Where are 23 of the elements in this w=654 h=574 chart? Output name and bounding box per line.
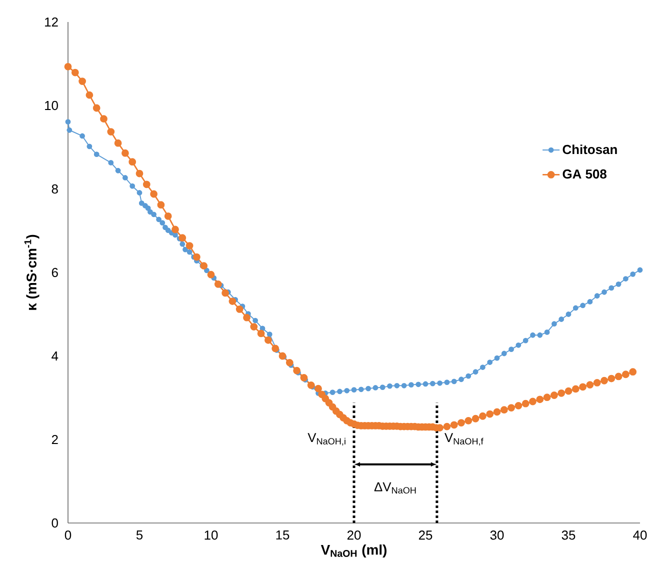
y-tick-label: 2 [52,434,58,444]
legend-label: GA 508 [562,169,606,179]
x-tick-label: 30 [490,530,504,540]
legend-label: Chitosan [562,144,617,154]
y-tick-label: 4 [52,352,58,360]
y-tick-label: 6 [52,268,58,278]
x-tick-label: 5 [136,530,143,540]
x-tick-label: 0 [64,530,72,540]
x-tick-label: 40 [633,530,647,540]
x-tick-label: 10 [204,530,218,540]
y-tick-label: 8 [52,184,58,194]
annotation: ΔV$_{NaOH}$ [374,482,416,494]
y-axis-title: κ (mS·cm$^{-1}$) [24,234,40,310]
annotation: V$_{NaOH,f}$ [444,433,484,446]
x-tick-label: 15 [276,530,290,540]
x-tick-label: 35 [562,530,576,540]
y-tick-label: 0 [52,518,58,528]
y-tick-label: 12 [45,17,58,27]
x-tick-label: 25 [418,530,432,540]
y-tick-label: 10 [45,100,58,110]
x-axis-title: V$_{NaOH}$ (ml) [320,544,386,558]
x-tick-label: 20 [347,530,361,540]
annotation: V$_{NaOH,i}$ [308,433,346,446]
